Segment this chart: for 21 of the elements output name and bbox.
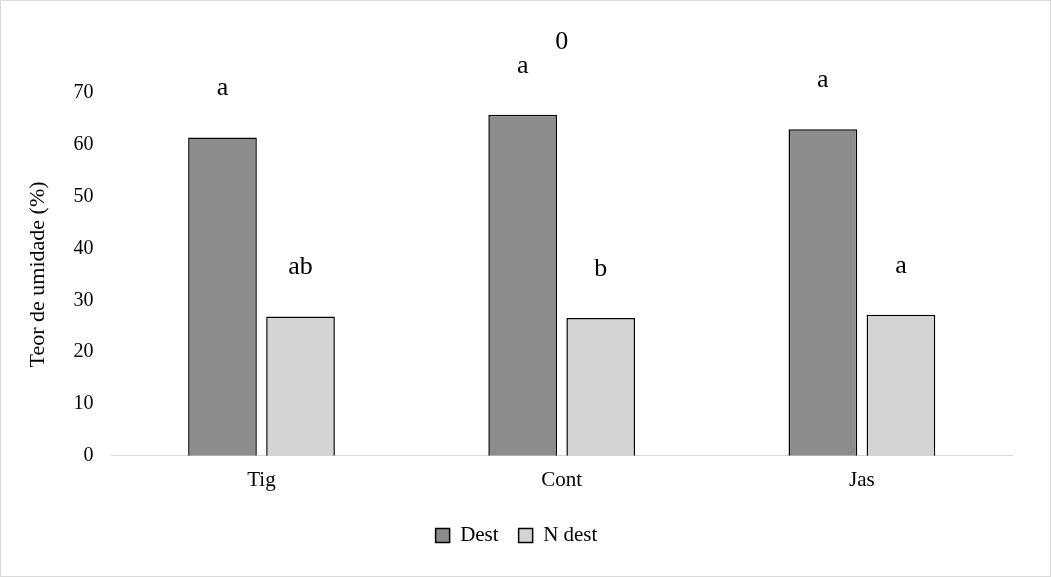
x-tick-label: Tig: [247, 466, 277, 491]
legend-label: Dest: [460, 522, 499, 547]
annotation: ab: [288, 251, 313, 281]
y-tick-label: 50: [73, 183, 94, 206]
x-tick-label: Cont: [541, 466, 583, 491]
y-axis-title: Teor de umidade (%): [23, 181, 49, 368]
annotation: a: [216, 72, 229, 102]
text: 0: [555, 25, 569, 55]
y-tick-label: 70: [73, 80, 94, 103]
y-tick-label: 40: [73, 235, 94, 258]
legend-label: N dest: [543, 522, 598, 547]
annotation: b: [594, 252, 608, 282]
y-tick-label: 0: [83, 443, 94, 466]
text: a: [516, 49, 529, 79]
annotation: a: [895, 249, 908, 279]
annotation: a: [817, 64, 830, 94]
x-tick-label: Jas: [849, 466, 875, 491]
y-tick-label: 10: [73, 391, 94, 414]
y-tick-label: 60: [73, 132, 94, 155]
y-tick-label: 30: [73, 287, 94, 310]
y-tick-label: 20: [73, 339, 94, 362]
